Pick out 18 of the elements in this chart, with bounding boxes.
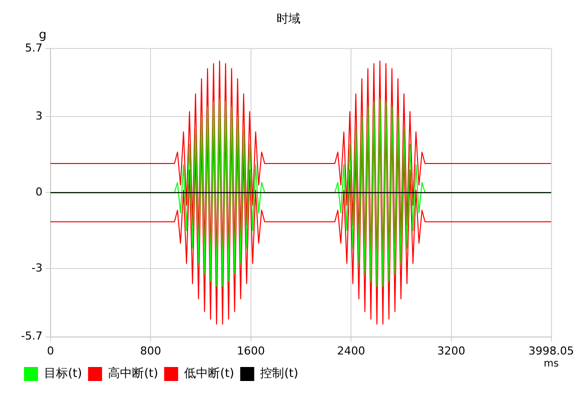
y-axis-title: g (38, 28, 46, 42)
x-tick-label: 3200 (437, 344, 466, 358)
y-tick-label: -5.7 (20, 330, 42, 343)
legend-label: 低中断(t) (184, 366, 234, 380)
x-tick-label: 2400 (337, 344, 366, 358)
x-tick-label: 0 (46, 344, 54, 358)
chart-title: 时域 (276, 11, 300, 26)
y-tick-label: 5.7 (24, 41, 42, 54)
y-tick-label: 3 (35, 110, 42, 123)
legend-label: 高中断(t) (108, 366, 158, 380)
x-tick-label: 800 (140, 344, 162, 358)
legend-label: 目标(t) (44, 366, 82, 380)
x-axis-title: ms (544, 358, 559, 370)
y-tick-label: -3 (31, 261, 42, 274)
legend-label: 控制(t) (260, 366, 298, 380)
x-tick-label: 1600 (236, 344, 265, 358)
y-tick-label: 0 (35, 185, 42, 198)
x-tick-label: 3998.05 (528, 344, 574, 358)
